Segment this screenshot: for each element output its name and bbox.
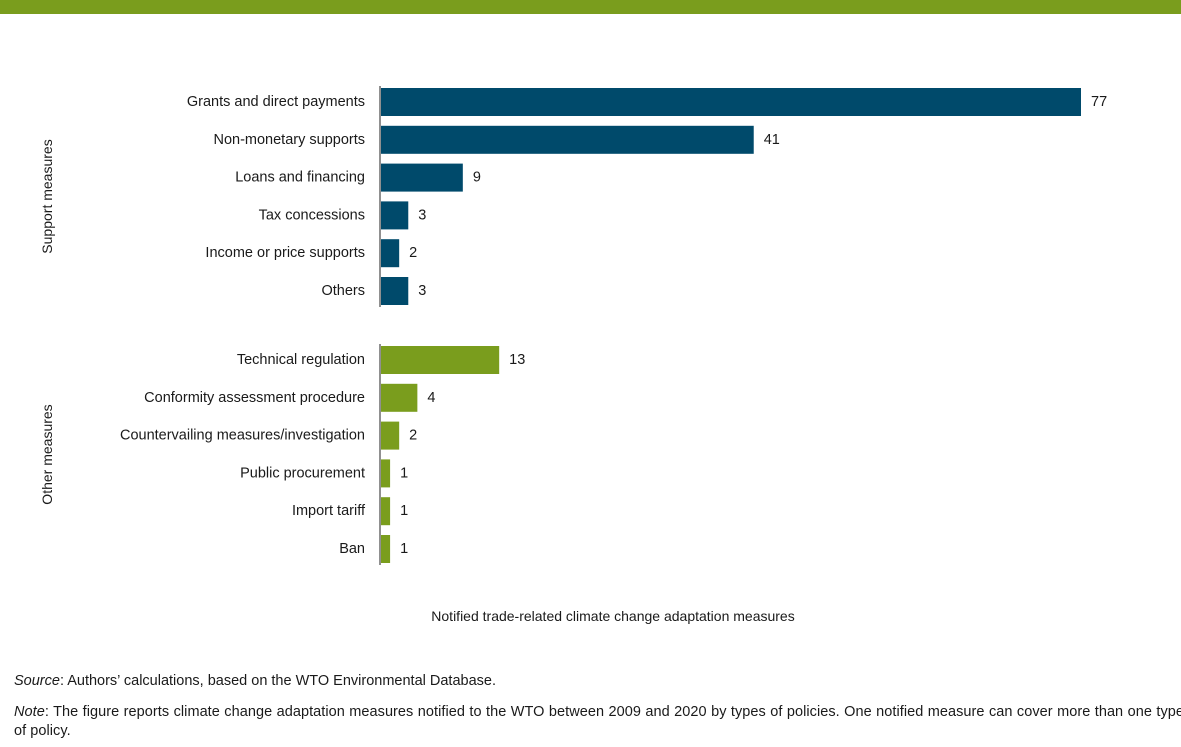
bar bbox=[381, 497, 390, 525]
category-label: Countervailing measures/investigation bbox=[120, 428, 365, 444]
data-label: 1 bbox=[400, 541, 408, 557]
category-label: Loans and financing bbox=[235, 170, 365, 186]
category-label: Income or price supports bbox=[205, 245, 365, 261]
data-label: 2 bbox=[409, 428, 417, 444]
data-label: 3 bbox=[418, 283, 426, 299]
x-axis-label: Notified trade-related climate change ad… bbox=[0, 608, 1181, 624]
note-text: : The figure reports climate change adap… bbox=[14, 704, 1181, 739]
bar bbox=[381, 201, 408, 229]
category-label: Public procurement bbox=[240, 465, 365, 481]
bar bbox=[381, 535, 390, 563]
source-text: : Authors’ calculations, based on the WT… bbox=[60, 673, 496, 689]
bar-chart: Support measures Grants and direct paymen… bbox=[0, 0, 1181, 640]
category-label: Conformity assessment procedure bbox=[144, 390, 365, 406]
category-label: Others bbox=[321, 283, 365, 299]
category-label: Ban bbox=[339, 541, 365, 557]
data-label: 3 bbox=[418, 207, 426, 223]
bar bbox=[381, 346, 499, 374]
category-label: Tax concessions bbox=[259, 207, 365, 223]
bar bbox=[381, 277, 408, 305]
note-label: Note bbox=[14, 704, 45, 720]
category-label: Import tariff bbox=[292, 503, 366, 519]
data-label: 2 bbox=[409, 245, 417, 261]
bar bbox=[381, 459, 390, 487]
source-note: Source: Authors’ calculations, based on … bbox=[14, 672, 1181, 691]
bar bbox=[381, 239, 399, 267]
data-label: 77 bbox=[1091, 94, 1107, 110]
bar bbox=[381, 384, 417, 412]
group-label: Support measures bbox=[39, 139, 55, 253]
source-label: Source bbox=[14, 673, 60, 689]
category-label: Technical regulation bbox=[237, 352, 365, 368]
data-label: 41 bbox=[764, 132, 780, 148]
bar bbox=[381, 164, 463, 192]
bar bbox=[381, 422, 399, 450]
data-label: 4 bbox=[427, 390, 435, 406]
data-label: 13 bbox=[509, 352, 525, 368]
category-label: Non-monetary supports bbox=[213, 132, 365, 148]
group-label: Other measures bbox=[39, 404, 55, 504]
bar bbox=[381, 126, 754, 154]
data-label: 1 bbox=[400, 465, 408, 481]
figure-note: Note: The figure reports climate change … bbox=[14, 703, 1181, 741]
bar bbox=[381, 88, 1081, 116]
category-label: Grants and direct payments bbox=[187, 94, 365, 110]
data-label: 9 bbox=[473, 170, 481, 186]
data-label: 1 bbox=[400, 503, 408, 519]
